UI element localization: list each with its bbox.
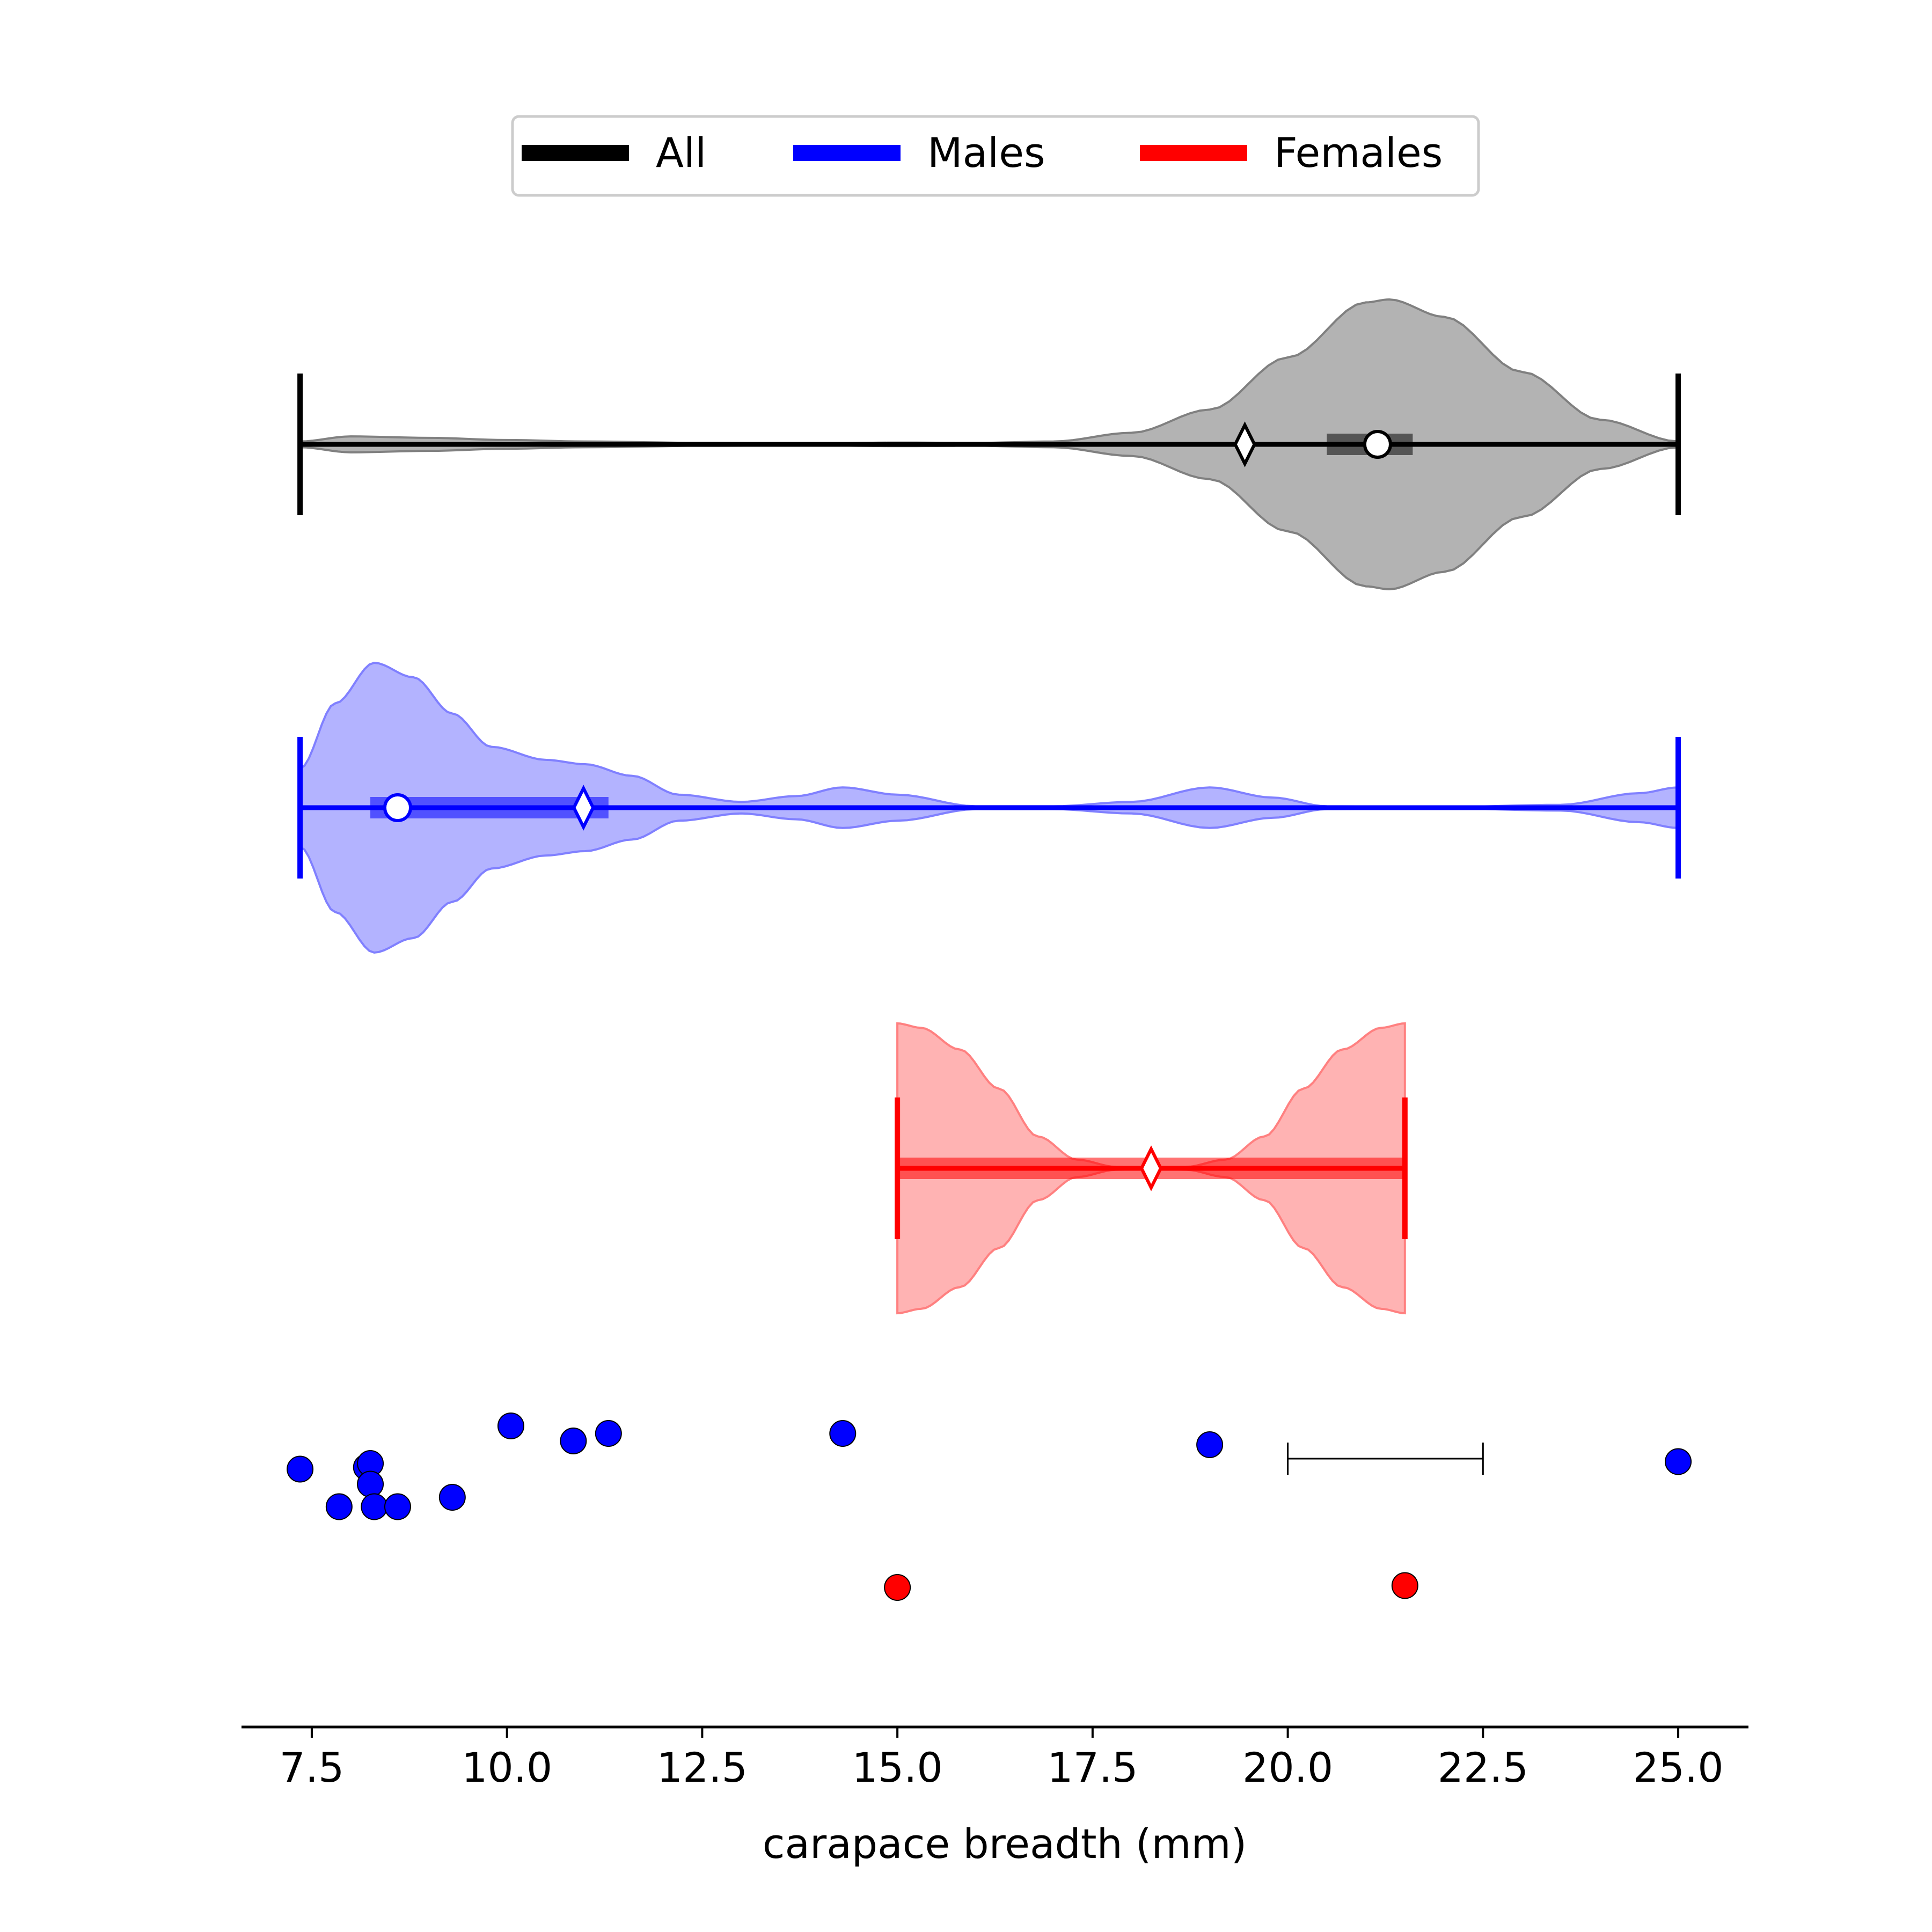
scatter-point-males [357,1470,384,1498]
legend-label: Females [1274,129,1443,177]
scale-bar [1287,1443,1484,1475]
legend-entry-males: Males [793,129,1045,177]
x-axis-label: carapace breadth (mm) [763,1820,1247,1868]
median-marker [1363,430,1392,459]
median-marker [383,793,412,822]
x-tick-label: 20.0 [1242,1744,1333,1791]
x-axis: 7.5 10.0 12.5 15.0 17.5 20.0 22.5 25.0 [241,1725,1748,1791]
scatter-point-males [829,1420,857,1447]
legend-entry-all: All [522,129,706,177]
x-tick-label: 25.0 [1633,1744,1723,1791]
x-tick-label: 12.5 [657,1744,748,1791]
x-tick-label: 17.5 [1047,1744,1138,1791]
mean-marker [572,785,595,831]
scatter-point-males [560,1428,587,1454]
violin-females [895,1022,1408,1315]
legend: All Males Females [511,115,1480,197]
scatter-point-males [287,1455,314,1483]
scatter-point-males [595,1420,622,1447]
mean-marker [1233,421,1256,467]
x-tick-label: 7.5 [280,1744,345,1791]
violin-males [297,661,1681,954]
scatter-point-males [325,1493,353,1520]
scatter-point-males [1665,1448,1692,1475]
x-tick-label: 10.0 [462,1744,552,1791]
x-tick-label: 15.0 [852,1744,943,1791]
legend-label: All [656,129,706,177]
scatter-layer [287,1413,1692,1601]
violins-layer [297,298,1681,1315]
scatter-point-females [884,1574,911,1601]
scatter-point-males [497,1413,524,1439]
x-tick-label: 22.5 [1438,1744,1528,1791]
scatter-point-males [384,1493,411,1520]
legend-box [511,115,1480,197]
legend-label: Males [927,129,1045,177]
scatter-point-females [1391,1572,1418,1599]
violin-all [297,298,1681,591]
scatter-point-males [361,1493,388,1520]
mean-marker [1139,1145,1163,1191]
scatter-point-males [1196,1431,1224,1458]
legend-entry-females: Females [1140,129,1443,177]
scatter-point-males [438,1484,466,1511]
